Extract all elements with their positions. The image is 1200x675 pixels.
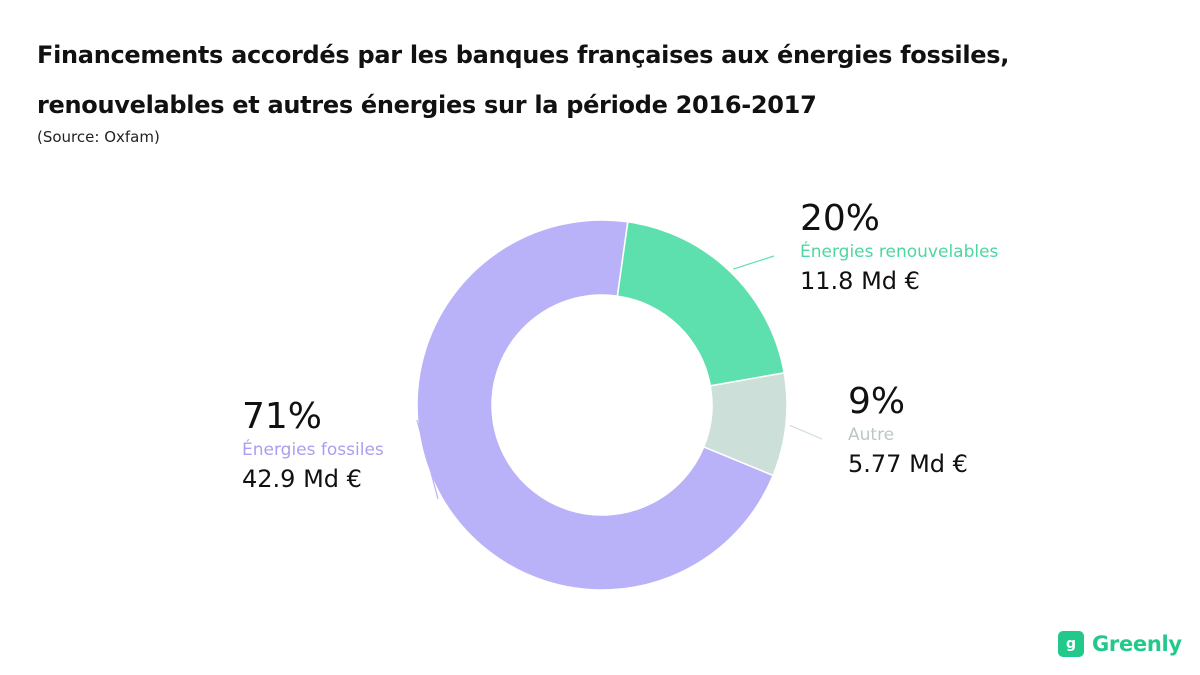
slice-amount-fossiles: 42.9 Md € [242, 465, 362, 493]
slice-label-fossiles: 71% Énergies fossiles 42.9 Md € [242, 396, 384, 496]
slice-name-fossiles: Énergies fossiles [242, 440, 384, 460]
slice-percent-autre: 9% [848, 381, 906, 422]
leader-line-autre [789, 424, 823, 440]
donut-slice-fossiles [416, 219, 775, 591]
chart-title-line-2: renouvelables et autres énergies sur la … [37, 91, 817, 119]
slice-amount-renouvelables: 11.8 Md € [800, 267, 920, 295]
chart-title-line-1: Financements accordés par les banques fr… [37, 41, 1010, 69]
slice-label-autre: 9% Autre 5.77 Md € [848, 381, 968, 481]
chart-source: (Source: Oxfam) [37, 128, 160, 146]
leader-line-fossiles [416, 419, 439, 500]
brand-name: Greenly [1092, 632, 1182, 656]
slice-name-autre: Autre [848, 425, 895, 445]
donut-slice-renouvelables [616, 220, 786, 387]
slice-amount-autre: 5.77 Md € [848, 450, 968, 478]
chart-title: Financements accordés par les banques fr… [37, 30, 1137, 130]
leaf-logo-icon: g [1058, 631, 1084, 657]
leader-line-renouvelables [733, 255, 775, 270]
slice-name-renouvelables: Énergies renouvelables [800, 242, 999, 262]
brand-logo: g Greenly [1058, 629, 1182, 659]
slice-percent-renouvelables: 20% [800, 198, 881, 239]
slice-percent-fossiles: 71% [242, 396, 323, 437]
slice-label-renouvelables: 20% Énergies renouvelables 11.8 Md € [800, 198, 998, 298]
